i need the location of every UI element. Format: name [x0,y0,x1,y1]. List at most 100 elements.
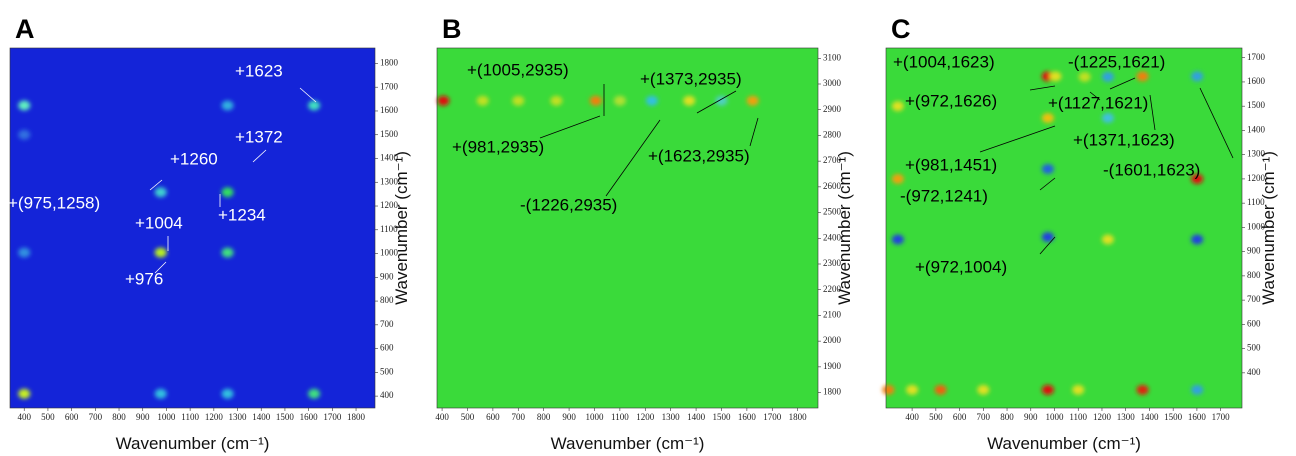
peaks [882,71,1204,395]
peak [18,247,31,258]
annotation-leader [979,125,1056,153]
y-tick-label: 1600 [1247,76,1266,86]
y-tick-label: 500 [380,366,394,376]
y-tick-label: 2200 [823,284,842,294]
peak [1041,113,1054,124]
panel-label: C [891,14,911,44]
annotation-leader [1149,94,1156,131]
x-tick-label: 1200 [1093,412,1112,422]
x-tick-label: 1800 [347,412,366,422]
annotation: +976 [125,269,163,288]
y-tick-label: 400 [380,390,394,400]
y-tick-label: 1600 [380,105,399,115]
annotation-leader [1109,77,1136,90]
y-tick-label: 1700 [380,81,399,91]
plot-frame [9,47,376,409]
y-tick-label: 2100 [823,309,842,319]
plot-area [437,48,818,408]
peak [1041,163,1054,174]
y-tick-label: 1900 [823,361,842,371]
y-axis-label: Wavenumber (cm⁻¹) [1259,151,1278,305]
peak [1072,384,1085,395]
y-tick-label: 800 [1247,270,1261,280]
y-axis-label: Wavenumber (cm⁻¹) [392,151,411,305]
x-axis-label: Wavenumber (cm⁻¹) [551,434,705,453]
x-tick-label: 900 [136,412,150,422]
y-tick-label: 900 [1247,246,1261,256]
y-tick-label: 1200 [1247,173,1266,183]
x-tick-label: 1200 [636,412,655,422]
annotation-leader [1039,236,1056,255]
x-tick-label: 1000 [585,412,604,422]
x-tick-label: 1100 [611,412,629,422]
peak [221,247,234,258]
x-tick-label: 1600 [738,412,757,422]
peak [1191,173,1204,184]
x-tick-label: 500 [461,412,475,422]
y-axis-label: Wavenumber (cm⁻¹) [835,151,854,305]
y-tick-label: 1800 [380,58,399,68]
x-tick-label: 800 [537,412,551,422]
peak [934,384,947,395]
x-tick-label: 600 [953,412,967,422]
annotation: +1260 [170,149,218,168]
peak [550,95,563,106]
x-tick-label: 400 [905,412,919,422]
y-tick-label: 1400 [1247,124,1266,134]
peak [512,95,525,106]
x-axis-label: Wavenumber (cm⁻¹) [987,434,1141,453]
peak [476,95,489,106]
x-tick-label: 1400 [1140,412,1159,422]
y-tick-label: 1800 [823,387,842,397]
peak [154,187,167,198]
peak [1101,71,1114,82]
y-tick-label: 1500 [1247,100,1266,110]
plot-area [10,48,375,408]
y-tick-label: 900 [380,271,394,281]
x-tick-label: 900 [1024,412,1038,422]
y-tick-label: 2700 [823,155,842,165]
x-tick-label: 1300 [1117,412,1136,422]
panel-label: B [442,14,462,44]
panel-label: A [15,14,35,44]
peak [18,129,31,140]
x-tick-label: 1100 [1069,412,1087,422]
peak [891,234,904,245]
annotation: +1004 [135,213,183,232]
x-tick-label: 900 [562,412,576,422]
x-tick-label: 700 [512,412,526,422]
annotation: -(972,1241) [900,186,988,205]
peak [1041,384,1054,395]
x-tick-label: 1000 [157,412,176,422]
x-tick-label: 1500 [276,412,295,422]
x-tick-label: 1400 [687,412,706,422]
peak [1078,71,1091,82]
x-tick-label: 700 [977,412,991,422]
y-tick-label: 2900 [823,104,842,114]
plot-frame [436,47,819,409]
x-tick-label: 400 [17,412,31,422]
x-tick-label: 600 [486,412,500,422]
y-tick-label: 400 [1247,367,1261,377]
x-tick-label: 1600 [300,412,319,422]
x-tick-label: 800 [112,412,126,422]
x-tick-label: 1300 [662,412,681,422]
annotation: +(981,1451) [905,155,997,174]
peak [1101,113,1114,124]
x-tick-label: 1000 [1046,412,1065,422]
annotation: +(1371,1623) [1073,130,1175,149]
annotation: -(1226,2935) [520,195,617,214]
x-tick-label: 1100 [181,412,199,422]
annotation: -(1601,1623) [1103,160,1200,179]
x-tick-label: 500 [41,412,55,422]
peak [906,384,919,395]
y-tick-label: 1300 [1247,149,1266,159]
y-tick-label: 2800 [823,129,842,139]
x-tick-label: 1500 [712,412,731,422]
y-tick-label: 2400 [823,232,842,242]
y-tick-label: 3000 [823,78,842,88]
peak [154,247,167,258]
peak [1041,232,1054,243]
y-tick-label: 1300 [380,176,399,186]
